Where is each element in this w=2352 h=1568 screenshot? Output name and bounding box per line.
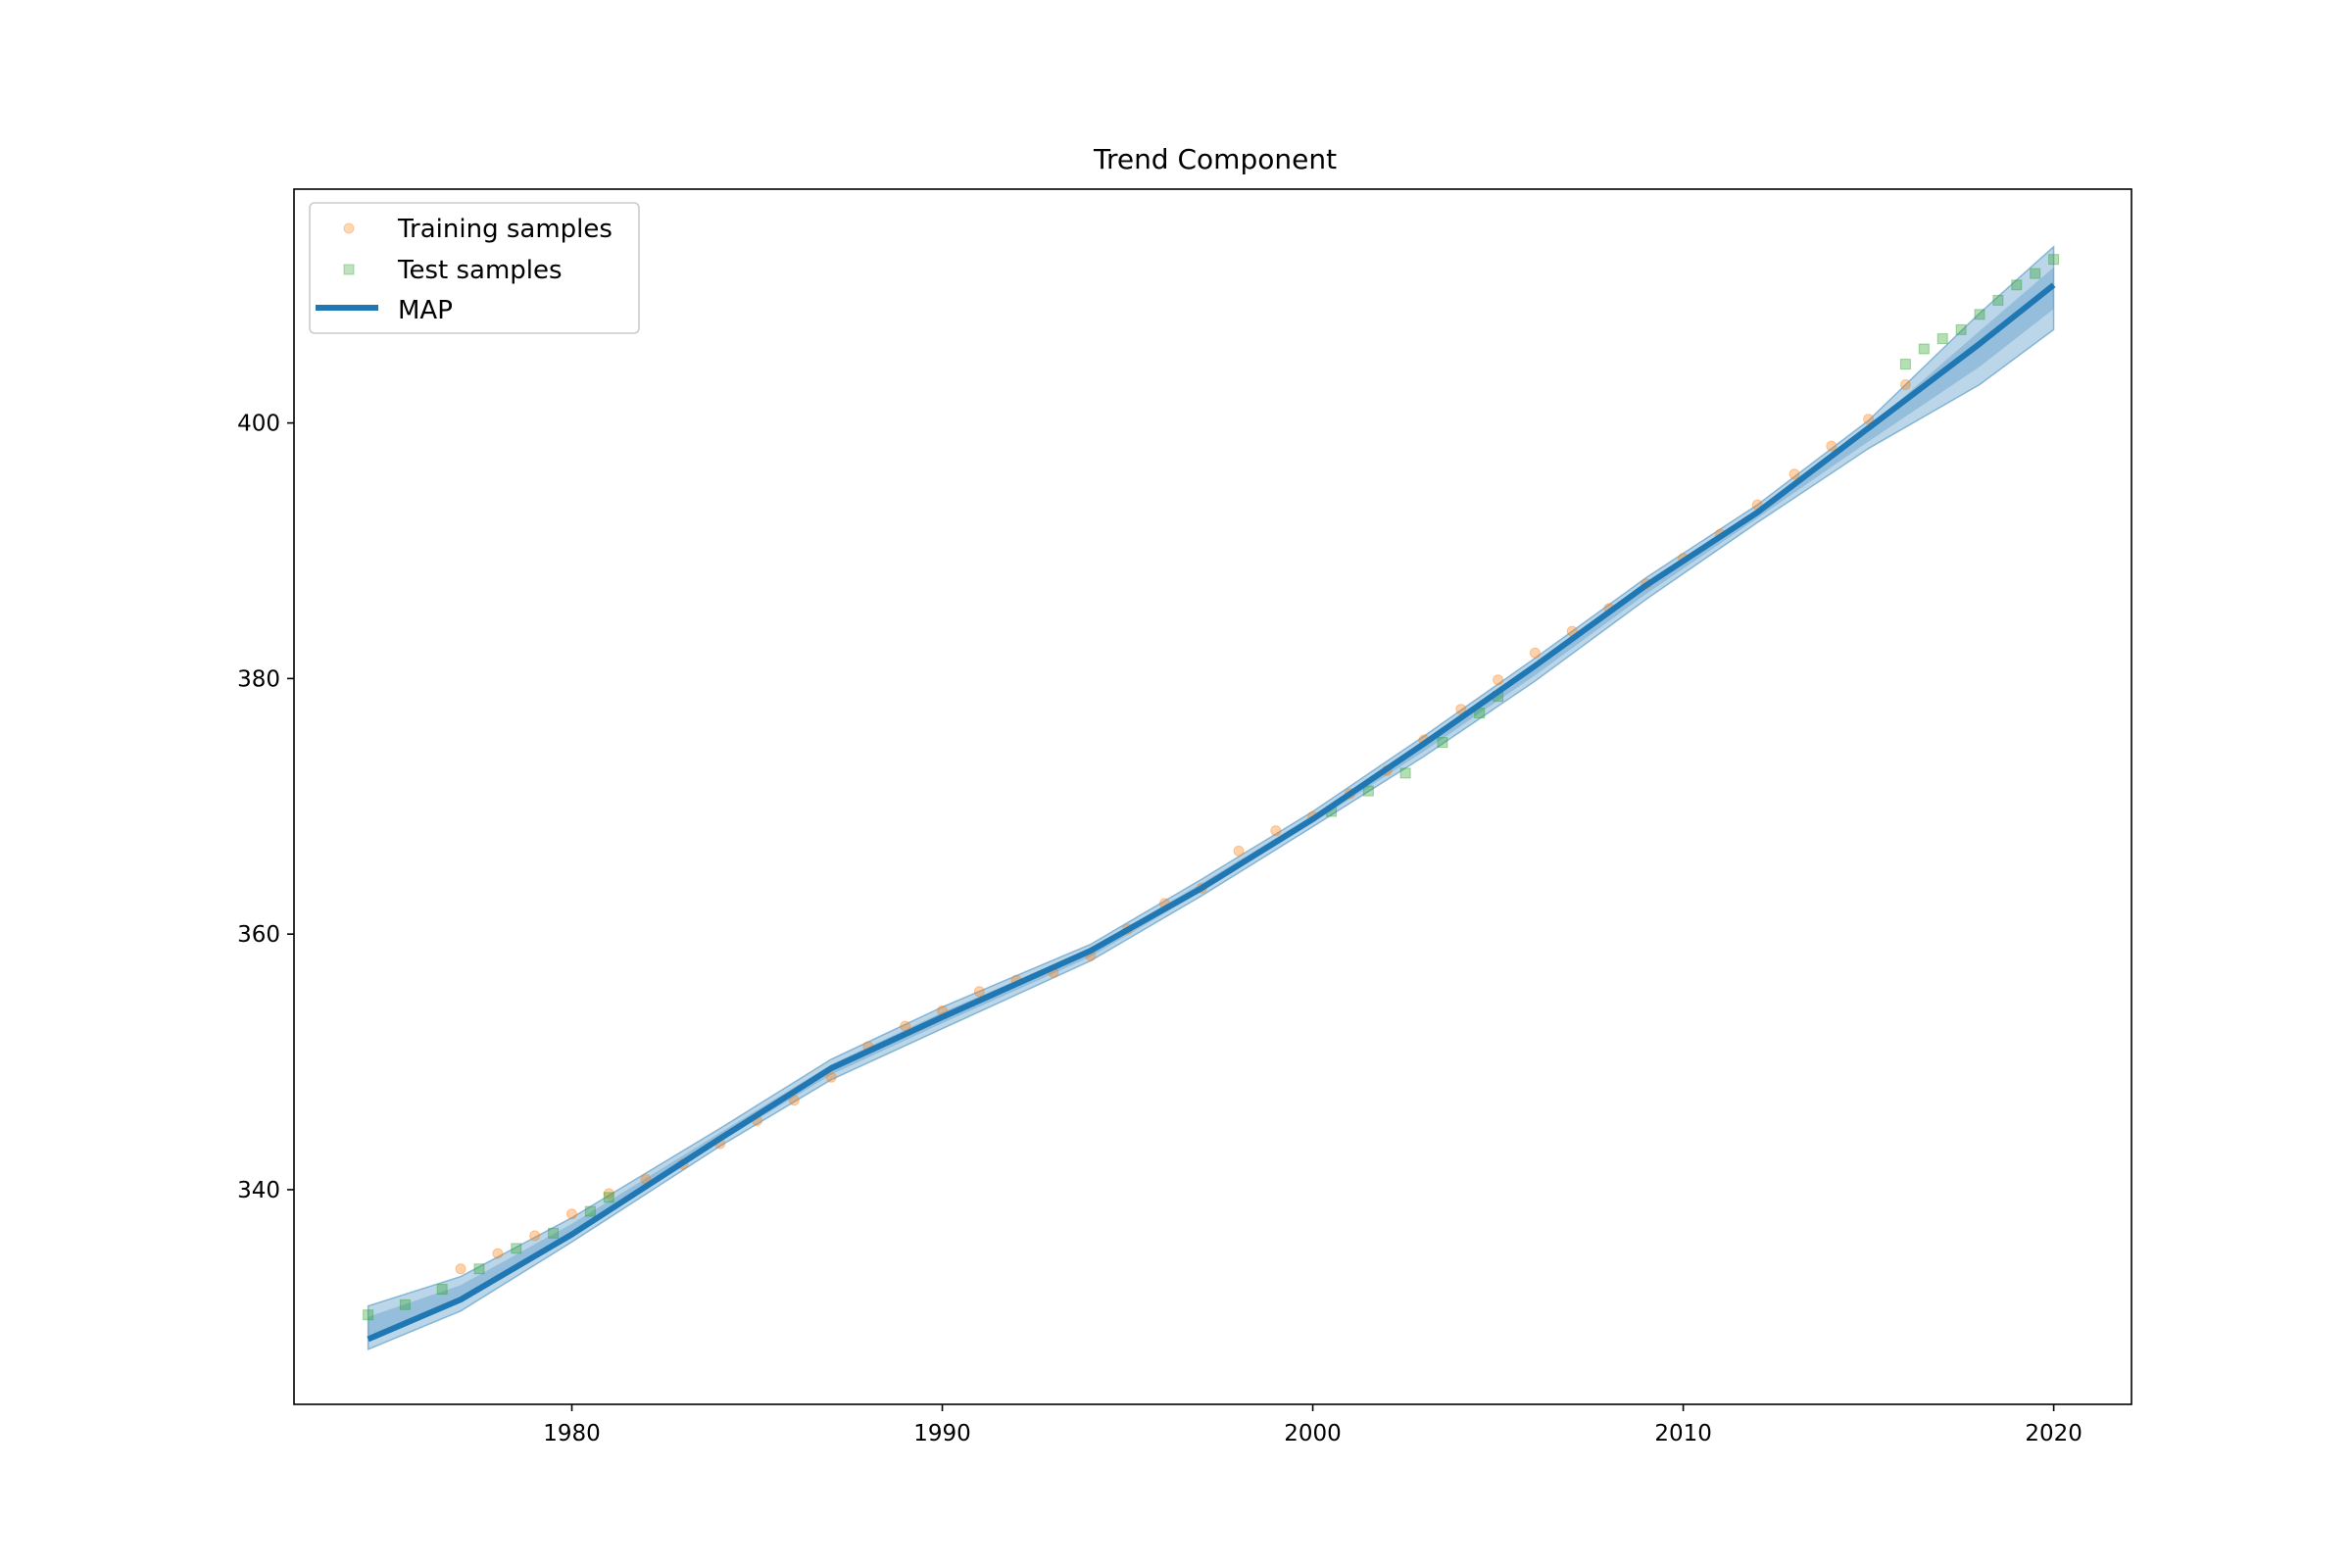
y-tick-label: 400	[237, 412, 280, 437]
test-point	[1974, 309, 1985, 320]
test-point	[2030, 268, 2041, 279]
training-point	[1529, 647, 1541, 659]
legend-box	[309, 202, 640, 334]
test-point	[511, 1243, 522, 1254]
y-tick-label: 360	[237, 922, 280, 948]
training-point	[1826, 440, 1838, 452]
x-tick-label: 1980	[543, 1421, 601, 1446]
test-point	[473, 1263, 485, 1275]
test-samples	[363, 254, 2060, 1321]
training-point	[566, 1208, 577, 1220]
training-point	[1788, 468, 1800, 480]
test-point	[1955, 323, 1967, 335]
test-point	[1936, 333, 1948, 345]
uncertainty-band-outer	[367, 245, 2055, 1351]
legend-label-test: Test samples	[397, 256, 563, 285]
plot-frame	[293, 188, 2132, 1405]
training-point	[825, 1071, 837, 1083]
test-point	[548, 1227, 560, 1239]
training-point	[529, 1230, 541, 1242]
legend-marker-test	[343, 264, 355, 275]
training-point	[603, 1188, 614, 1200]
test-point	[1399, 767, 1411, 779]
test-point	[1918, 343, 1930, 355]
training-point	[1863, 414, 1875, 425]
test-point	[1992, 294, 2004, 306]
training-point	[788, 1095, 800, 1106]
training-point	[492, 1248, 504, 1259]
map-line	[367, 282, 2056, 1343]
training-point	[455, 1263, 466, 1275]
x-tick-label: 2010	[1654, 1421, 1712, 1446]
y-tick-label: 340	[237, 1178, 280, 1203]
test-point	[1437, 737, 1448, 749]
test-point	[603, 1192, 614, 1203]
test-point	[584, 1205, 596, 1217]
test-point	[2048, 254, 2060, 266]
test-point	[363, 1309, 374, 1321]
test-point	[2011, 279, 2023, 291]
training-point	[1899, 379, 1911, 390]
legend-marker-training	[343, 222, 355, 234]
test-point	[399, 1298, 411, 1310]
plot-content	[363, 245, 2060, 1351]
x-axis: 1980 1990 2000 2010 2020	[543, 1404, 2082, 1446]
test-point	[436, 1284, 448, 1296]
training-point	[1233, 845, 1245, 857]
test-point	[1899, 359, 1911, 370]
training-point	[1455, 704, 1467, 715]
x-tick-label: 2020	[2025, 1421, 2082, 1446]
test-point	[1362, 785, 1374, 797]
training-point	[1270, 825, 1282, 837]
chart-title: Trend Component	[1093, 143, 1337, 175]
legend: Training samples Test samples MAP	[309, 202, 640, 334]
legend-label-map: MAP	[398, 296, 453, 325]
training-point	[973, 986, 985, 998]
y-axis: 340 360 380 400	[237, 412, 294, 1203]
x-tick-label: 2000	[1284, 1421, 1342, 1446]
x-tick-label: 1990	[913, 1421, 971, 1446]
y-tick-label: 380	[237, 666, 280, 692]
legend-label-training: Training samples	[397, 215, 612, 244]
training-point	[1493, 674, 1504, 686]
